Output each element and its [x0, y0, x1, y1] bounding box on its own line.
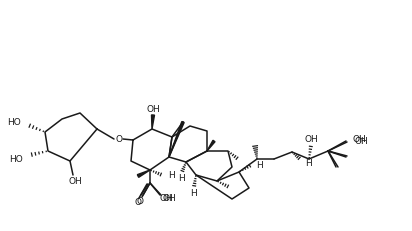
Text: OH: OH: [68, 177, 82, 186]
Text: H: H: [179, 174, 185, 183]
Text: OH: OH: [159, 194, 173, 203]
Text: OH: OH: [355, 136, 369, 145]
Text: O: O: [134, 198, 141, 207]
Text: H: H: [256, 160, 263, 169]
Text: O: O: [115, 134, 122, 143]
Text: H: H: [168, 171, 175, 180]
Polygon shape: [137, 170, 150, 178]
Text: HO: HO: [7, 118, 21, 127]
Text: H: H: [191, 189, 197, 198]
Text: OH: OH: [162, 194, 176, 203]
Text: OH: OH: [304, 135, 318, 144]
Text: OH: OH: [146, 105, 160, 114]
Polygon shape: [207, 141, 215, 151]
Text: OH: OH: [353, 135, 367, 144]
Text: H: H: [305, 158, 312, 167]
Text: O: O: [136, 197, 143, 206]
Text: HO: HO: [9, 154, 23, 163]
Polygon shape: [169, 122, 184, 157]
Polygon shape: [152, 116, 154, 129]
